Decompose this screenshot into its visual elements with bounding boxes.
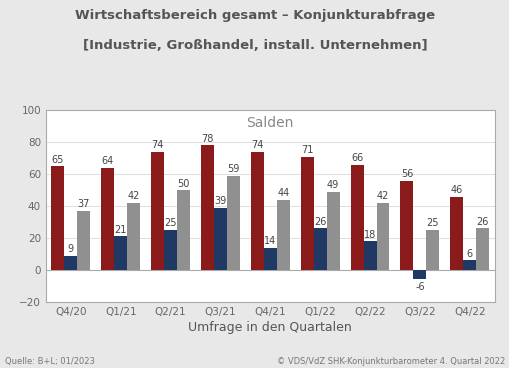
Bar bbox=[201, 145, 214, 270]
Bar bbox=[214, 208, 227, 270]
Text: 14: 14 bbox=[264, 236, 276, 246]
Bar bbox=[326, 192, 339, 270]
X-axis label: Umfrage in den Quartalen: Umfrage in den Quartalen bbox=[188, 321, 352, 334]
Text: -6: -6 bbox=[414, 282, 424, 292]
Bar bbox=[164, 230, 177, 270]
Bar bbox=[101, 168, 114, 270]
Bar bbox=[426, 230, 438, 270]
Text: 49: 49 bbox=[326, 180, 338, 190]
Text: 64: 64 bbox=[101, 156, 114, 166]
Text: 65: 65 bbox=[51, 155, 64, 164]
Bar bbox=[77, 211, 90, 270]
Text: 18: 18 bbox=[363, 230, 376, 240]
Bar bbox=[276, 200, 289, 270]
Text: 26: 26 bbox=[475, 217, 488, 227]
Bar bbox=[313, 229, 326, 270]
Text: 59: 59 bbox=[227, 164, 239, 174]
Bar bbox=[376, 203, 389, 270]
Text: 66: 66 bbox=[350, 153, 362, 163]
Bar bbox=[363, 241, 376, 270]
Bar bbox=[51, 166, 64, 270]
Bar bbox=[300, 157, 313, 270]
Bar bbox=[449, 197, 462, 270]
Bar bbox=[413, 270, 426, 279]
Text: Quelle: B+L; 01/2023: Quelle: B+L; 01/2023 bbox=[5, 357, 95, 366]
Bar bbox=[475, 229, 488, 270]
Text: 42: 42 bbox=[376, 191, 388, 201]
Text: © VDS/VdZ SHK-Konjunkturbarometer 4. Quartal 2022: © VDS/VdZ SHK-Konjunkturbarometer 4. Qua… bbox=[276, 357, 504, 366]
Text: 46: 46 bbox=[450, 185, 462, 195]
Bar bbox=[400, 181, 413, 270]
Text: 6: 6 bbox=[466, 249, 472, 259]
Bar bbox=[177, 190, 190, 270]
Bar bbox=[151, 152, 164, 270]
Bar bbox=[462, 260, 475, 270]
Bar bbox=[227, 176, 239, 270]
Text: 50: 50 bbox=[177, 178, 189, 188]
Text: 25: 25 bbox=[164, 218, 177, 229]
Text: 21: 21 bbox=[115, 225, 127, 235]
Text: 42: 42 bbox=[127, 191, 139, 201]
Bar bbox=[114, 236, 127, 270]
Bar bbox=[64, 255, 77, 270]
Bar bbox=[250, 152, 263, 270]
Text: 74: 74 bbox=[151, 140, 163, 150]
Text: 71: 71 bbox=[300, 145, 313, 155]
Text: 25: 25 bbox=[426, 218, 438, 229]
Bar bbox=[127, 203, 140, 270]
Text: 39: 39 bbox=[214, 196, 226, 206]
Bar bbox=[263, 248, 276, 270]
Text: 78: 78 bbox=[201, 134, 213, 144]
Text: Salden: Salden bbox=[246, 116, 293, 130]
Text: 74: 74 bbox=[250, 140, 263, 150]
Text: 9: 9 bbox=[68, 244, 74, 254]
Text: 44: 44 bbox=[276, 188, 289, 198]
Text: 37: 37 bbox=[77, 199, 90, 209]
Text: 26: 26 bbox=[314, 217, 326, 227]
Text: 56: 56 bbox=[400, 169, 412, 179]
Text: [Industrie, Großhandel, install. Unternehmen]: [Industrie, Großhandel, install. Unterne… bbox=[82, 39, 427, 52]
Text: Wirtschaftsbereich gesamt – Konjunkturabfrage: Wirtschaftsbereich gesamt – Konjunkturab… bbox=[75, 9, 434, 22]
Bar bbox=[350, 164, 363, 270]
